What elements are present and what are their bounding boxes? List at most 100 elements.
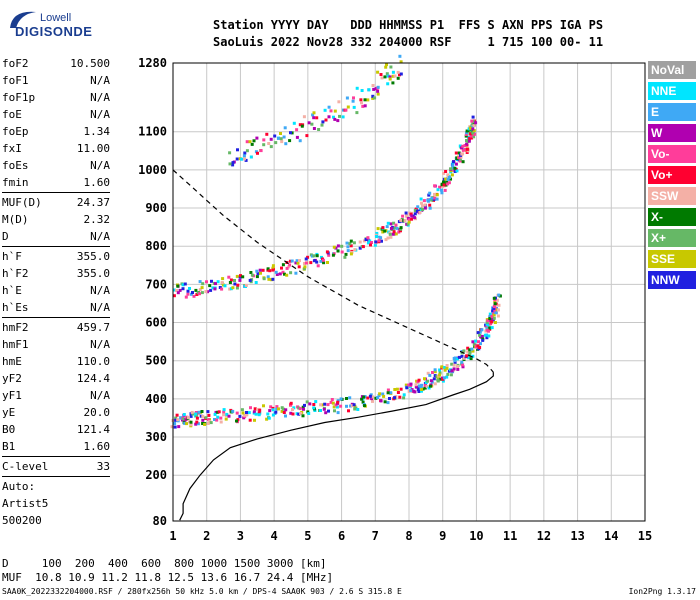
echo-point xyxy=(291,408,294,411)
echo-point xyxy=(329,109,333,113)
echo-point xyxy=(416,205,420,209)
echo-point xyxy=(253,418,256,422)
echo-point xyxy=(409,382,413,386)
echo-point xyxy=(241,411,245,415)
divider xyxy=(2,246,110,247)
echo-point xyxy=(385,225,389,229)
echo-point xyxy=(255,275,259,279)
echo-point xyxy=(480,328,484,332)
echo-point xyxy=(403,219,407,223)
echo-point xyxy=(206,290,210,294)
echo-point xyxy=(441,379,445,383)
echo-point xyxy=(358,240,362,244)
echo-point xyxy=(446,372,450,376)
echo-point xyxy=(428,206,432,210)
echo-point xyxy=(250,142,254,146)
echo-point xyxy=(476,331,480,335)
echo-point xyxy=(445,375,449,379)
echo-point xyxy=(332,245,336,249)
echo-point xyxy=(375,231,379,235)
echo-point xyxy=(370,241,373,244)
echo-point xyxy=(429,384,432,388)
echo-point xyxy=(474,339,478,343)
y-tick-label: 1280 xyxy=(138,56,167,70)
echo-point xyxy=(426,379,430,383)
echo-point xyxy=(269,137,273,141)
x-tick-label: 9 xyxy=(439,529,446,543)
x-tick-label: 3 xyxy=(237,529,244,543)
echo-point xyxy=(353,248,357,252)
echo-point xyxy=(497,293,501,297)
echo-point xyxy=(443,188,447,192)
echo-point xyxy=(436,378,440,382)
echo-point xyxy=(485,322,489,326)
echo-point xyxy=(399,60,403,64)
param-row: fxI 11.00 xyxy=(2,140,110,157)
echo-point xyxy=(189,423,193,427)
echo-point xyxy=(474,345,478,349)
echo-point xyxy=(262,138,266,142)
echo-point xyxy=(303,262,306,265)
echo-point xyxy=(183,421,187,425)
echo-point xyxy=(284,414,287,418)
echo-point xyxy=(425,385,429,388)
echo-point xyxy=(488,314,492,318)
echo-point xyxy=(274,141,278,145)
legend-item-voplus: Vo+ xyxy=(648,166,696,184)
echo-point xyxy=(416,388,420,392)
echo-point xyxy=(262,277,266,281)
echo-point xyxy=(333,409,336,413)
echo-point xyxy=(471,340,475,344)
echo-point xyxy=(218,286,222,289)
echo-point xyxy=(426,198,430,202)
echo-point xyxy=(207,418,210,422)
echo-point xyxy=(393,74,397,78)
param-name: foE xyxy=(2,108,22,121)
echo-point xyxy=(343,255,347,259)
echo-points xyxy=(170,54,502,429)
echo-point xyxy=(312,254,316,258)
echo-point xyxy=(483,333,487,337)
echo-point xyxy=(496,308,500,312)
echo-point xyxy=(373,96,377,100)
echo-point xyxy=(213,412,217,416)
echo-point xyxy=(295,259,299,263)
x-tick-label: 5 xyxy=(304,529,311,543)
echo-point xyxy=(370,397,374,401)
echo-point xyxy=(236,283,240,287)
echo-point xyxy=(256,408,260,412)
echo-point xyxy=(271,277,275,281)
echo-point xyxy=(449,167,453,171)
echo-point xyxy=(186,292,190,296)
echo-point xyxy=(371,94,375,98)
echo-point xyxy=(453,360,457,364)
echo-point xyxy=(327,115,331,119)
echo-point xyxy=(442,171,446,175)
echo-point xyxy=(284,142,288,146)
echo-point xyxy=(383,400,387,404)
echo-point xyxy=(443,366,447,369)
echo-point xyxy=(307,412,311,415)
echo-point xyxy=(492,296,496,300)
echo-point xyxy=(336,249,340,253)
param-name: fxI xyxy=(2,142,22,155)
echo-point xyxy=(360,101,363,105)
param-value: 1.34 xyxy=(83,125,111,138)
echo-point xyxy=(231,161,235,165)
param-value: 10.500 xyxy=(70,57,110,70)
echo-point xyxy=(219,420,223,424)
param-value: 124.4 xyxy=(76,372,110,385)
param-row: D N/A xyxy=(2,228,110,245)
param-value: 24.37 xyxy=(76,196,110,209)
echo-point xyxy=(399,218,403,222)
echo-point xyxy=(367,88,371,92)
param-value: 33 xyxy=(96,460,110,473)
echo-point xyxy=(366,98,370,102)
echo-point xyxy=(206,422,210,425)
echo-point xyxy=(410,217,414,221)
echo-point xyxy=(413,216,417,220)
echo-point xyxy=(332,115,335,119)
true-height-profile-line xyxy=(179,372,494,521)
echo-point xyxy=(407,220,411,224)
echo-point xyxy=(423,377,426,381)
